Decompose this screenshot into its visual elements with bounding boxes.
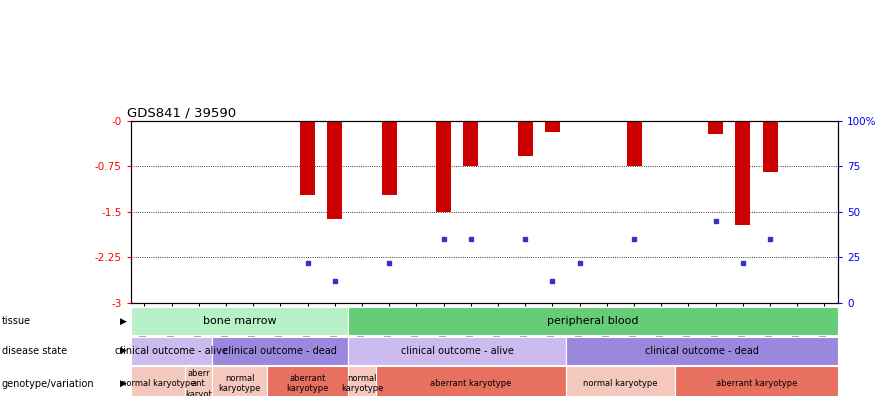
Text: normal
karyotype: normal karyotype (218, 374, 261, 393)
Bar (735, 121, 751, 225)
Bar (518, 121, 533, 156)
Bar (763, 121, 778, 172)
Bar (708, 121, 723, 134)
Bar (436, 121, 451, 212)
Text: clinical outcome - alive: clinical outcome - alive (400, 346, 514, 356)
Bar (627, 121, 642, 166)
Text: normal
karyotype: normal karyotype (341, 374, 384, 393)
Text: normal karyotype: normal karyotype (121, 379, 195, 388)
Bar (301, 121, 315, 195)
Text: normal karyotype: normal karyotype (583, 379, 658, 388)
Text: tissue: tissue (2, 316, 31, 326)
Text: peripheral blood: peripheral blood (547, 316, 639, 326)
Text: aberrant
karyotype: aberrant karyotype (286, 374, 329, 393)
Text: ▶: ▶ (120, 317, 127, 326)
Text: aberrant karyotype: aberrant karyotype (716, 379, 797, 388)
Text: aberrant karyotype: aberrant karyotype (431, 379, 512, 388)
Text: ▶: ▶ (120, 346, 127, 355)
Bar (545, 121, 560, 132)
Text: clinical outcome - alive: clinical outcome - alive (115, 346, 228, 356)
Text: GDS841 / 39590: GDS841 / 39590 (127, 107, 236, 120)
Text: ▶: ▶ (120, 379, 127, 388)
Text: bone marrow: bone marrow (202, 316, 277, 326)
Bar (327, 121, 342, 219)
Text: aberr
ant
karyot: aberr ant karyot (186, 369, 212, 396)
Bar (463, 121, 478, 166)
Text: genotype/variation: genotype/variation (2, 379, 95, 389)
Text: disease state: disease state (2, 346, 67, 356)
Text: clinical outcome - dead: clinical outcome - dead (224, 346, 338, 356)
Text: clinical outcome - dead: clinical outcome - dead (645, 346, 759, 356)
Bar (382, 121, 397, 195)
